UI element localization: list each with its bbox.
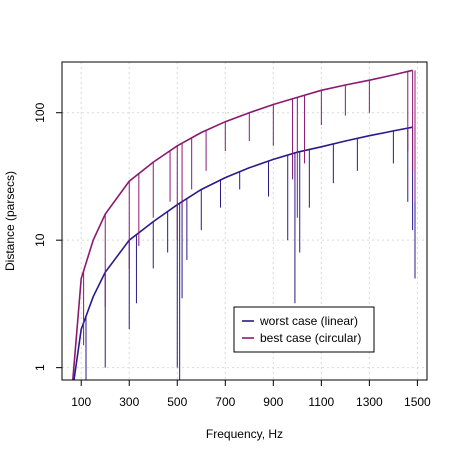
y-tick-label: 1 <box>33 364 47 371</box>
x-tick-label: 1300 <box>356 395 383 409</box>
y-tick-label: 10 <box>33 233 47 247</box>
x-axis: 100 300 500 700 900 1100 1300 1500 <box>71 379 431 409</box>
y-axis-label: Distance (parsecs) <box>3 171 17 271</box>
y-axis: 1 10 100 <box>33 102 63 371</box>
x-tick-label: 1100 <box>308 395 334 409</box>
x-tick-label: 900 <box>263 395 283 409</box>
x-tick-label: 500 <box>167 395 187 409</box>
x-axis-label: Frequency, Hz <box>206 427 283 441</box>
series-1 <box>73 126 416 381</box>
x-tick-label: 700 <box>215 395 235 409</box>
legend-label: worst case (linear) <box>259 314 358 328</box>
series-layer <box>72 69 416 381</box>
legend-box <box>233 306 375 353</box>
legend-label: best case (circular) <box>260 331 361 345</box>
y-tick-label: 100 <box>33 102 47 122</box>
legend: worst case (linear) best case (circular) <box>233 306 375 353</box>
x-tick-label: 100 <box>71 395 91 409</box>
series-line <box>73 126 413 381</box>
x-tick-label: 1500 <box>404 395 431 409</box>
series-2 <box>72 69 416 381</box>
x-tick-label: 300 <box>119 395 139 409</box>
series-line <box>72 69 413 381</box>
